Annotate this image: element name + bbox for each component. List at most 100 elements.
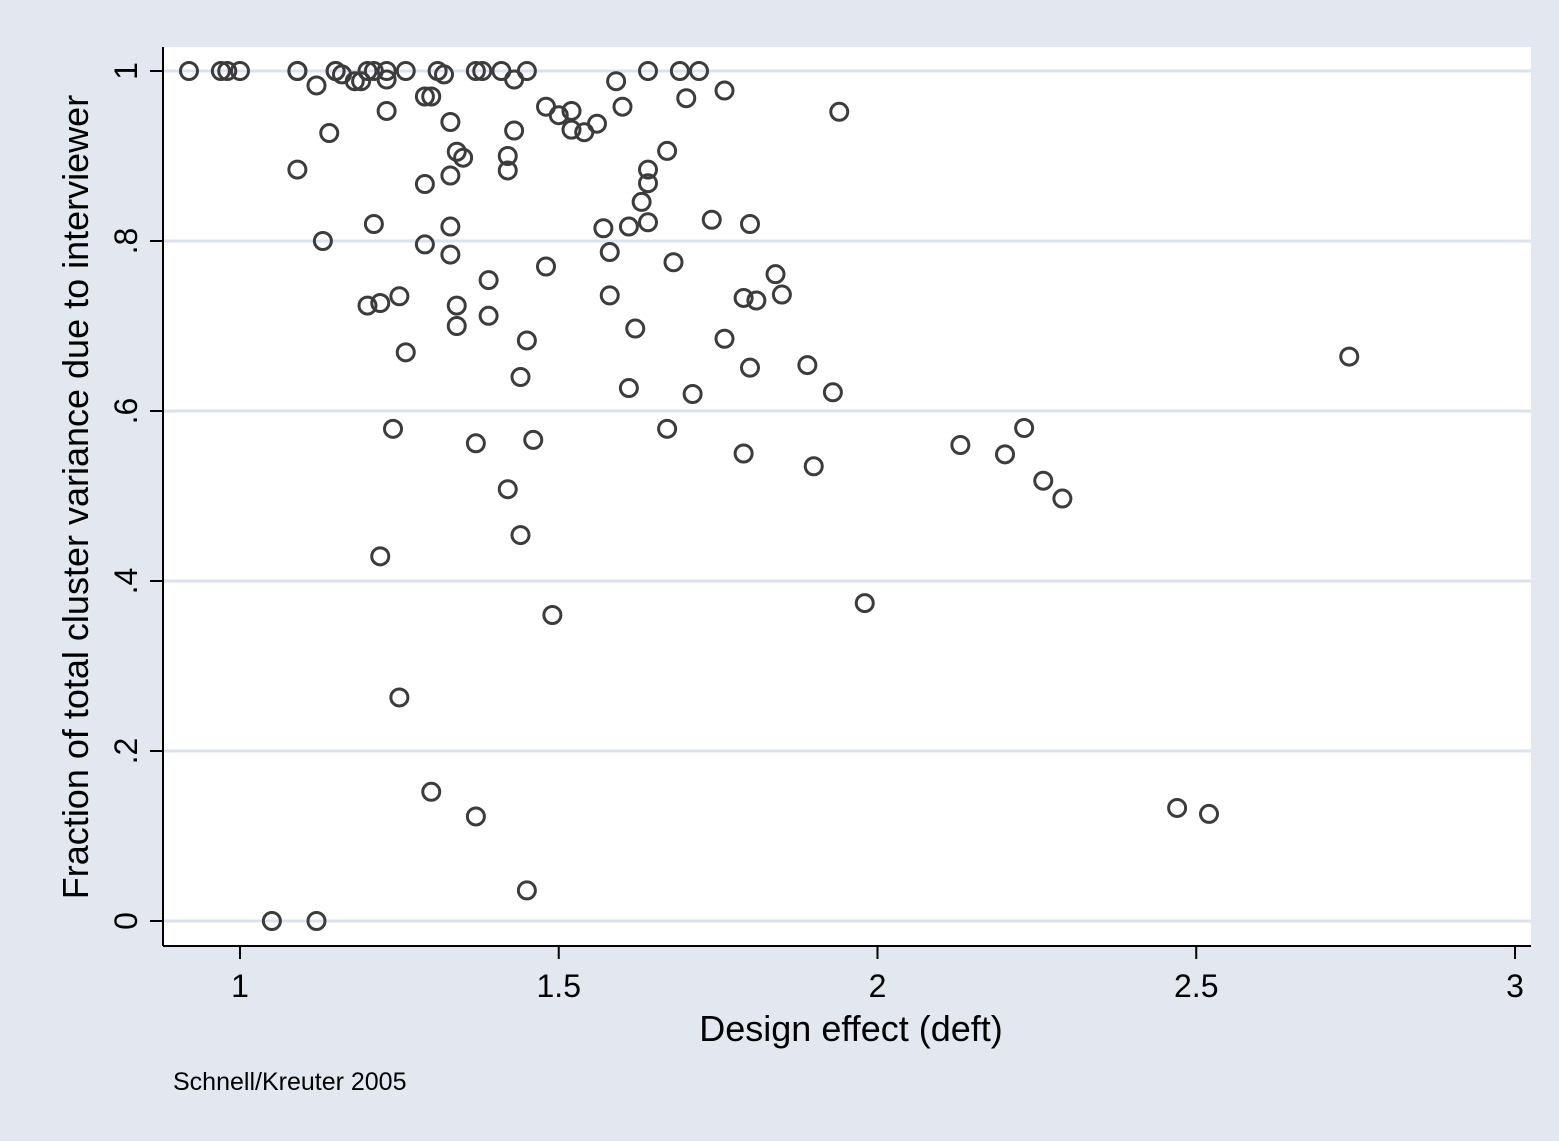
data-point <box>383 418 403 439</box>
data-point <box>261 911 282 931</box>
data-point <box>682 384 703 404</box>
data-point <box>829 101 850 122</box>
data-point <box>453 147 474 168</box>
y-tick-label: 0 <box>108 912 144 930</box>
data-point <box>618 216 639 237</box>
data-point <box>351 71 372 92</box>
data-point <box>638 61 658 81</box>
data-point <box>593 218 614 239</box>
data-point <box>472 61 493 81</box>
y-tick-label: .6 <box>108 398 144 425</box>
data-point <box>516 330 537 351</box>
data-point <box>746 290 767 311</box>
data-point <box>740 214 760 234</box>
data-point <box>414 174 435 195</box>
x-tick-label: 1.5 <box>537 968 581 1004</box>
data-point <box>1033 470 1054 491</box>
data-point <box>395 61 416 81</box>
data-point <box>606 71 627 92</box>
data-point <box>561 119 582 140</box>
data-point <box>370 293 391 314</box>
y-tick-label: 1 <box>108 62 144 80</box>
data-point <box>714 328 735 349</box>
data-point <box>504 120 525 141</box>
data-point <box>440 244 461 265</box>
data-point <box>657 418 678 439</box>
data-point <box>306 75 327 96</box>
data-point <box>478 270 499 291</box>
source-note: Schnell/Kreuter 2005 <box>173 1068 406 1096</box>
data-point <box>363 214 384 234</box>
data-point <box>663 252 684 273</box>
data-point <box>414 234 435 255</box>
data-point <box>510 367 531 387</box>
data-point <box>478 305 499 326</box>
data-point <box>854 593 875 614</box>
data-point <box>465 61 486 81</box>
data-point <box>516 880 537 901</box>
data-point <box>1167 797 1188 818</box>
data-point <box>561 100 582 121</box>
data-point <box>389 687 410 708</box>
data-point <box>548 105 569 126</box>
data-point <box>638 173 658 194</box>
data-point <box>822 382 843 403</box>
data-point <box>370 546 391 567</box>
gridlines <box>163 69 1531 923</box>
data-points <box>179 61 1360 931</box>
data-point <box>504 69 525 90</box>
data-point <box>217 61 238 81</box>
data-point <box>465 806 486 827</box>
data-point <box>414 86 435 107</box>
data-point <box>230 61 250 81</box>
data-point <box>733 443 754 464</box>
data-point <box>210 61 231 81</box>
data-point <box>676 88 697 109</box>
data-point <box>357 295 378 316</box>
data-point <box>446 141 467 162</box>
data-point <box>287 61 308 81</box>
data-point <box>306 911 327 931</box>
data-point <box>950 435 971 455</box>
data-point <box>376 100 397 121</box>
y-tick-label: .8 <box>108 228 144 255</box>
data-point <box>421 781 442 802</box>
y-tick-label: .4 <box>108 568 144 595</box>
data-point <box>421 86 442 107</box>
y-axis-title: Fraction of total cluster variance due t… <box>55 95 96 899</box>
data-point <box>765 264 786 285</box>
data-point <box>344 71 365 92</box>
data-point <box>701 209 722 230</box>
data-point <box>395 342 416 363</box>
data-point <box>319 123 340 144</box>
data-point <box>771 284 792 305</box>
data-point <box>542 605 563 625</box>
plot-area <box>163 47 1531 946</box>
data-point <box>689 61 709 81</box>
data-point <box>740 357 760 378</box>
data-point <box>497 160 518 181</box>
data-point <box>287 159 308 180</box>
x-axis-title: Design effect (deft) <box>699 1008 1003 1049</box>
data-point <box>523 429 544 450</box>
data-point <box>612 96 633 117</box>
data-point <box>803 456 824 477</box>
data-point <box>440 216 461 237</box>
data-point <box>446 295 467 316</box>
data-point <box>631 191 652 212</box>
x-tick-label: 2.5 <box>1174 968 1218 1004</box>
data-point <box>510 525 531 546</box>
data-point <box>638 212 658 233</box>
data-point <box>574 122 595 143</box>
data-point <box>434 64 454 85</box>
data-point <box>389 286 410 307</box>
data-point <box>1339 346 1360 367</box>
data-point <box>618 378 639 399</box>
data-point <box>312 231 333 251</box>
data-point <box>497 479 518 500</box>
data-point <box>1014 418 1035 438</box>
data-point <box>995 444 1015 465</box>
data-point <box>440 165 461 186</box>
